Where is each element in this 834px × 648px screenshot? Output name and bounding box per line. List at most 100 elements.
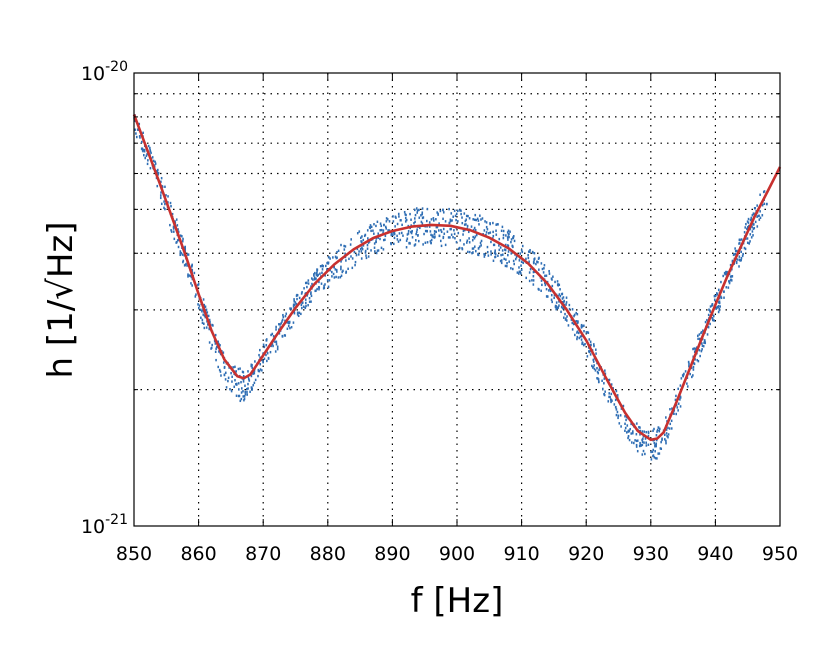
scatter-point xyxy=(462,233,464,236)
scatter-point xyxy=(400,219,402,222)
scatter-point xyxy=(350,255,352,258)
scatter-point xyxy=(442,227,445,231)
scatter-point xyxy=(614,398,617,402)
scatter-point xyxy=(237,382,240,385)
scatter-point xyxy=(521,250,524,254)
scatter-point xyxy=(575,320,577,323)
scatter-point xyxy=(440,228,442,232)
scatter-point xyxy=(293,298,295,301)
scatter-point xyxy=(654,457,657,460)
scatter-point xyxy=(455,212,458,216)
scatter-point xyxy=(243,395,246,398)
scatter-point xyxy=(719,305,721,308)
scatter-point xyxy=(458,246,461,250)
scatter-point xyxy=(481,217,484,220)
scatter-point xyxy=(276,345,279,348)
scatter-point xyxy=(279,326,282,329)
scatter-point xyxy=(558,304,560,307)
scatter-point xyxy=(485,231,488,234)
scatter-point xyxy=(382,229,385,232)
scatter-point xyxy=(729,263,732,267)
scatter-point xyxy=(327,285,330,288)
scatter-point xyxy=(666,434,668,438)
scatter-point xyxy=(232,366,235,369)
scatter-point xyxy=(340,265,342,269)
scatter-point xyxy=(453,232,456,236)
scatter-point xyxy=(222,361,225,364)
scatter-point xyxy=(700,331,703,334)
scatter-point xyxy=(704,320,707,324)
x-tick-label: 910 xyxy=(503,543,539,565)
scatter-point xyxy=(312,278,314,281)
scatter-point xyxy=(724,273,726,276)
scatter-point xyxy=(636,422,638,425)
scatter-point xyxy=(259,356,261,359)
scatter-point xyxy=(472,228,475,232)
scatter-point xyxy=(218,350,220,353)
scatter-point xyxy=(409,212,411,216)
scatter-point xyxy=(407,224,410,228)
scatter-point xyxy=(473,226,476,230)
scatter-point xyxy=(692,374,694,377)
scatter-point xyxy=(356,232,359,235)
scatter-point xyxy=(559,294,562,298)
scatter-point xyxy=(459,209,461,212)
scatter-point xyxy=(503,257,506,261)
scatter-point xyxy=(430,238,433,242)
scatter-point xyxy=(366,243,369,247)
scatter-point xyxy=(274,340,276,343)
scatter-point xyxy=(249,390,251,393)
scatter-point xyxy=(385,220,388,223)
scatter-point xyxy=(230,371,232,375)
scatter-point xyxy=(519,252,522,255)
scatter-point xyxy=(533,258,535,261)
scatter-point xyxy=(154,162,157,165)
scatter-point xyxy=(414,243,417,246)
scatter-point xyxy=(503,248,506,251)
scatter-point xyxy=(675,394,677,398)
scatter-point xyxy=(610,383,613,386)
scatter-point xyxy=(369,226,372,230)
scatter-point xyxy=(653,441,656,445)
scatter-point xyxy=(380,224,383,228)
scatter-point xyxy=(468,217,471,220)
scatter-point xyxy=(376,249,379,252)
scatter-point xyxy=(484,220,486,223)
scatter-point xyxy=(527,256,530,260)
scatter-point xyxy=(179,253,182,257)
scatter-point xyxy=(211,343,213,347)
scatter-point xyxy=(486,228,489,231)
scatter-point xyxy=(741,254,744,258)
scatter-point xyxy=(533,260,535,264)
scatter-point xyxy=(295,302,298,306)
scatter-point xyxy=(144,156,147,160)
scatter-point xyxy=(301,291,303,294)
scatter-point xyxy=(406,237,409,240)
scatter-point xyxy=(456,209,459,213)
scatter-point xyxy=(267,356,270,360)
scatter-point xyxy=(308,297,311,300)
scatter-point xyxy=(316,274,319,277)
scatter-point xyxy=(690,366,693,370)
scatter-point xyxy=(263,345,266,349)
scatter-point xyxy=(608,392,611,395)
scatter-point xyxy=(580,324,583,327)
scatter-point xyxy=(527,253,529,257)
scatter-point xyxy=(586,355,589,358)
scatter-point xyxy=(252,384,255,387)
scatter-point xyxy=(392,242,395,246)
scatter-point xyxy=(746,220,749,223)
scatter-point xyxy=(465,214,468,218)
scatter-point xyxy=(652,448,655,452)
scatter-point xyxy=(486,250,489,254)
scatter-point xyxy=(711,318,714,322)
scatter-point xyxy=(383,223,385,227)
scatter-point xyxy=(250,374,253,378)
scatter-point xyxy=(471,251,473,255)
scatter-point xyxy=(717,288,720,292)
scatter-point xyxy=(758,218,761,221)
scatter-point xyxy=(581,341,584,345)
scatter-point xyxy=(555,301,558,304)
scatter-point xyxy=(449,227,452,231)
